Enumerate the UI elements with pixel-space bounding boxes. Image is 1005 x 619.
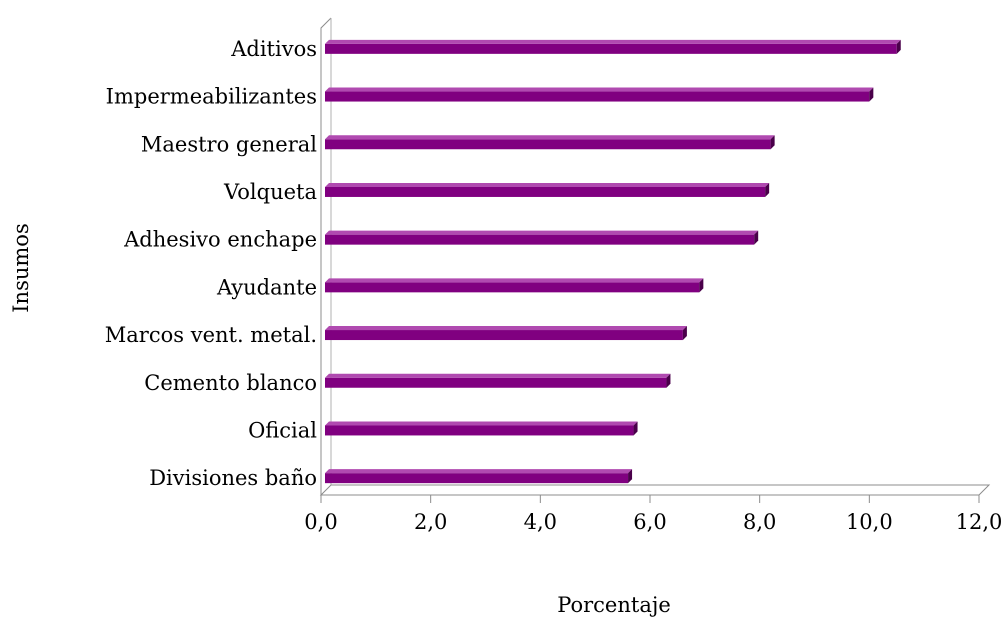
bar-top-face xyxy=(325,421,638,426)
x-axis-title: Porcentaje xyxy=(557,593,671,617)
bar-top-face xyxy=(325,182,770,187)
bar-front-face xyxy=(325,43,897,54)
bar xyxy=(325,135,775,150)
bar-side-face xyxy=(770,135,775,150)
x-tick-label: 0,0 xyxy=(304,510,337,534)
bar-side-face xyxy=(633,421,638,436)
category-label: Maestro general xyxy=(141,132,317,156)
bar-side-face xyxy=(765,182,770,197)
bar-side-face xyxy=(628,469,633,484)
bar xyxy=(325,87,874,102)
bar-side-face xyxy=(666,373,671,388)
bar-side-face xyxy=(682,326,687,341)
bar-front-face xyxy=(325,91,870,102)
x-tick-label: 8,0 xyxy=(743,510,776,534)
category-label: Aditivos xyxy=(230,37,317,61)
bar xyxy=(325,469,633,484)
bar-side-face xyxy=(869,87,874,102)
y-axis-wall-line xyxy=(320,17,332,495)
bar-front-face xyxy=(325,186,766,197)
x-tick-label: 6,0 xyxy=(633,510,666,534)
bar-front-face xyxy=(325,473,629,484)
bar xyxy=(325,230,759,245)
x-tick-label: 10,0 xyxy=(846,510,893,534)
category-label: Adhesivo enchape xyxy=(123,228,317,252)
bar-top-face xyxy=(325,278,704,283)
bar xyxy=(325,182,770,197)
category-label: Cemento blanco xyxy=(144,371,317,395)
bar xyxy=(325,278,704,293)
bar-front-face xyxy=(325,377,667,388)
bar-front-face xyxy=(325,425,634,436)
category-label: Marcos vent. metal. xyxy=(105,323,317,347)
bar-side-face xyxy=(699,278,704,293)
bar-top-face xyxy=(325,373,671,378)
bar-front-face xyxy=(325,330,683,341)
bar xyxy=(325,421,638,436)
bar xyxy=(325,326,687,341)
x-tick-label: 4,0 xyxy=(524,510,557,534)
bar-top-face xyxy=(325,87,874,92)
category-label: Impermeabilizantes xyxy=(106,85,317,109)
y-axis-title: Insumos xyxy=(9,223,33,312)
bar-side-face xyxy=(896,39,901,54)
x-tick-label: 12,0 xyxy=(956,510,1003,534)
category-labels: Aditivos Impermeabilizantes Maestro genera… xyxy=(105,37,318,490)
bar-top-face xyxy=(325,230,759,235)
category-label: Divisiones baño xyxy=(149,466,317,490)
chart-bars xyxy=(325,39,901,484)
bar-top-face xyxy=(325,326,687,331)
bar-side-face xyxy=(754,230,759,245)
bar-top-face xyxy=(325,135,775,140)
bar-top-face xyxy=(325,39,901,44)
bar xyxy=(325,39,901,54)
x-tick-label: 2,0 xyxy=(414,510,447,534)
category-label: Ayudante xyxy=(216,275,317,299)
category-label: Oficial xyxy=(248,418,317,442)
bar xyxy=(325,373,671,388)
bar-front-face xyxy=(325,234,755,245)
category-label: Volqueta xyxy=(223,180,317,204)
x-tick-labels: 0,0 2,0 4,0 6,0 8,0 10,0 12,0 xyxy=(304,510,1002,534)
bar-front-face xyxy=(325,139,771,150)
x-axis-floor xyxy=(319,484,991,496)
bar-front-face xyxy=(325,282,700,293)
bar-top-face xyxy=(325,469,633,474)
